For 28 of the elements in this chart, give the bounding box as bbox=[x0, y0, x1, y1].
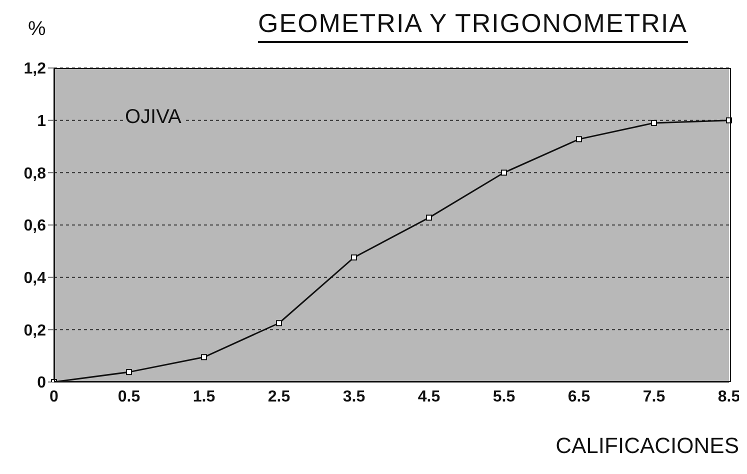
x-tick-label: 0 bbox=[50, 388, 59, 406]
x-tick-label: 6.5 bbox=[568, 388, 590, 406]
x-tick-label: 4.5 bbox=[418, 388, 440, 406]
x-tick-label: 1.5 bbox=[192, 388, 216, 406]
y-tick-label: 0,4 bbox=[24, 270, 46, 288]
x-tick-label: 2.5 bbox=[268, 388, 290, 406]
point bbox=[576, 136, 582, 142]
point bbox=[201, 354, 207, 360]
x-tick-label: 7.5 bbox=[642, 388, 666, 406]
point bbox=[501, 170, 507, 176]
y-tick-label: 0,6 bbox=[24, 218, 46, 235]
x-tick-label: 5.5 bbox=[492, 388, 516, 406]
point bbox=[651, 120, 657, 126]
y-tick-label: 1 bbox=[37, 113, 46, 130]
chart-title: GEOMETRIA Y TRIGONOMETRIA bbox=[258, 8, 688, 43]
y-axis-title: % bbox=[28, 18, 46, 41]
y-tick-label: 1,2 bbox=[24, 60, 46, 78]
x-tick-label: 0.5 bbox=[118, 388, 140, 406]
y-tick-label: 0 bbox=[37, 374, 46, 392]
x-tick-label: 3.5 bbox=[342, 388, 366, 406]
x-axis-title: CALIFICACIONES bbox=[556, 433, 739, 459]
y-tick-label: 0,2 bbox=[24, 322, 46, 340]
point bbox=[276, 320, 282, 326]
point bbox=[426, 214, 432, 221]
point bbox=[126, 369, 132, 376]
y-tick-label: 0,8 bbox=[24, 165, 46, 182]
annotation: OJIVA bbox=[123, 106, 184, 130]
point bbox=[351, 254, 357, 260]
